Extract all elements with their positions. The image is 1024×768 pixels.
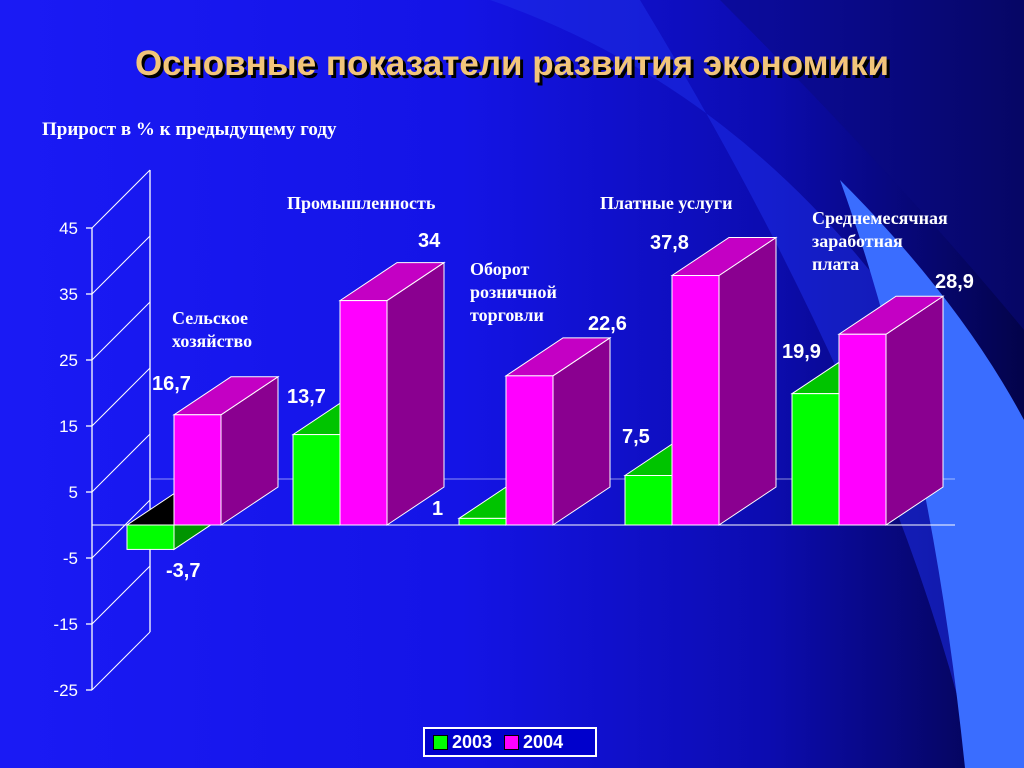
- legend-swatch-2004: [504, 734, 520, 750]
- category-label-retail-trade: Оборот розничной торговли: [470, 259, 557, 325]
- y-tick-label: 45: [59, 219, 78, 238]
- data-label-2004-4: 28,9: [935, 271, 974, 293]
- chart-title: Основные показатели развития экономики: [134, 44, 890, 83]
- bar-2004-2: [504, 336, 612, 526]
- y-tick-label: -15: [53, 615, 78, 634]
- legend: 2003 2004: [423, 727, 597, 757]
- data-label-2004-2: 22,6: [588, 313, 627, 335]
- y-tick-labels: 45 35 25 15 5 -5 -15 -25: [53, 219, 78, 700]
- y-tick-connector: [91, 169, 151, 229]
- bar-2004-0-front: [173, 414, 222, 526]
- bar-2004-4-front: [838, 333, 887, 526]
- bar-2004-1: [338, 261, 446, 526]
- data-label-2003-2: 1: [432, 498, 443, 520]
- y-tick-label: 15: [59, 417, 78, 436]
- data-label-2004-3: 37,8: [650, 232, 689, 254]
- y-tick-label: -25: [53, 681, 78, 700]
- legend-swatch-2003: [433, 734, 448, 750]
- y-tick-connector: [91, 367, 151, 427]
- chart-subtitle: Прирост в % к предыдущему году: [42, 119, 337, 140]
- y-tick-connector: [91, 235, 151, 295]
- bar-2004-4-side: [885, 295, 944, 526]
- y-tick-label: 5: [69, 483, 78, 502]
- data-label-2004-1: 34: [418, 230, 441, 252]
- legend-label-2003: 2003: [452, 731, 493, 752]
- data-label-2003-4: 19,9: [782, 341, 821, 363]
- bar-2004-2-front: [505, 375, 554, 526]
- bar-2004-4: [837, 295, 945, 526]
- legend-item-2004: 2004: [504, 732, 563, 753]
- bar-2003-3-front: [624, 475, 673, 526]
- y-tick-connector: [91, 565, 151, 625]
- bar-2003-1-front: [292, 434, 341, 526]
- bar-2004-0: [172, 375, 280, 526]
- data-labels: -3,7 16,7 13,7 34 1 22,6 7,5 37,8 19,9 28,9: [152, 230, 974, 582]
- data-label-2003-3: 7,5: [622, 426, 650, 448]
- bar-2004-1-side: [386, 261, 445, 526]
- bars: [125, 236, 945, 551]
- y-tick-connector: [91, 301, 151, 361]
- bar-2003-2-front: [458, 517, 507, 526]
- y-tick-label: 35: [59, 285, 78, 304]
- data-label-2004-0: 16,7: [152, 373, 191, 395]
- category-label-average-salary: Среднемесячная заработная плата: [812, 208, 948, 274]
- y-tick-connector: [91, 499, 151, 559]
- legend-label-2004: 2004: [523, 731, 564, 752]
- bar-2004-3-side: [718, 236, 777, 526]
- bar-2004-1-front: [339, 300, 388, 526]
- category-label-agriculture: Сельское хозяйство: [172, 308, 253, 351]
- y-tick-connector: [91, 433, 151, 493]
- bar-2004-3: [670, 236, 778, 526]
- y-tick-label: 25: [59, 351, 78, 370]
- data-label-2003-1: 13,7: [287, 386, 326, 408]
- bar-2004-3-front: [671, 275, 720, 526]
- y-tick-label: -5: [63, 549, 78, 568]
- bar-2003-4-front: [791, 393, 840, 526]
- y-tick-connector: [91, 631, 151, 691]
- legend-item-2003: 2003: [433, 732, 492, 753]
- bar-2003-0-front: [126, 524, 175, 550]
- category-label-industry: Промышленность: [287, 193, 436, 213]
- data-label-2003-0: -3,7: [166, 560, 200, 582]
- category-label-paid-services: Платные услуги: [600, 193, 733, 213]
